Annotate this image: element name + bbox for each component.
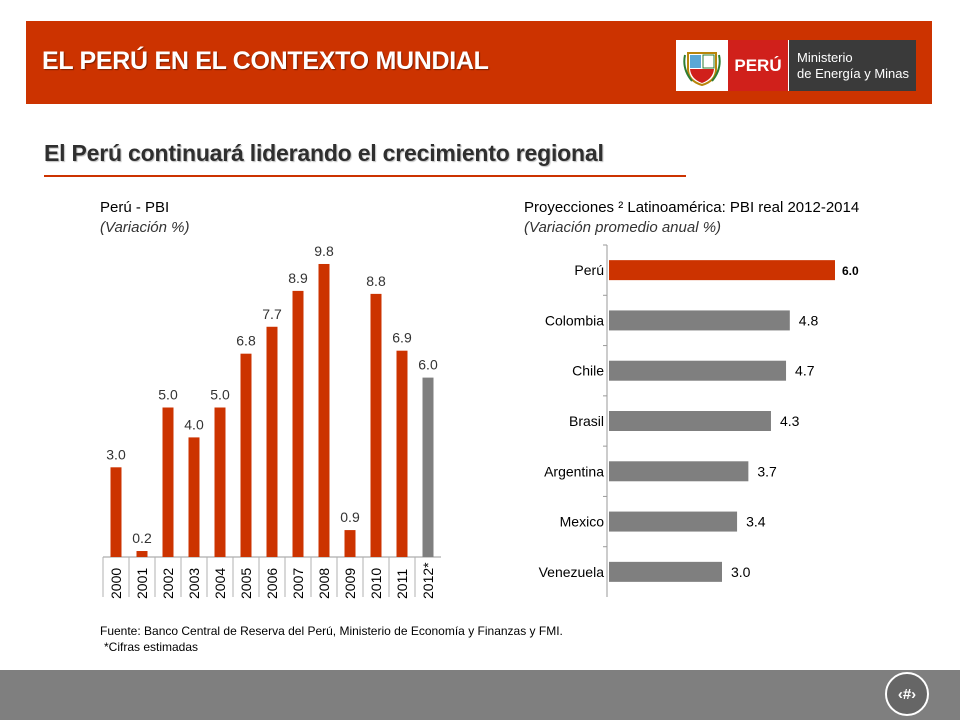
value-label-Colombia: 4.8 — [799, 312, 819, 328]
value-label-2008: 9.8 — [314, 243, 334, 259]
ministry-logo: PERÚ Ministerio de Energía y Minas — [676, 40, 916, 91]
x-tick-label-2001: 2001 — [134, 568, 150, 599]
bar-Argentina — [609, 461, 749, 482]
bar-2005 — [240, 353, 252, 557]
value-label-2006: 7.7 — [262, 306, 282, 322]
value-label-2000: 3.0 — [106, 446, 126, 462]
bar-Chile — [609, 360, 787, 381]
bar-Venezuela — [609, 561, 722, 582]
x-tick-label-2007: 2007 — [290, 568, 306, 599]
value-label-2009: 0.9 — [340, 509, 360, 525]
bar-2007 — [292, 290, 304, 557]
value-label-2010: 8.8 — [366, 273, 386, 289]
footer-bar — [0, 670, 960, 720]
bar-2011 — [396, 350, 408, 557]
value-label-2011: 6.9 — [392, 330, 412, 346]
logo-ministry-line1: Ministerio — [797, 49, 853, 65]
value-label-2004: 5.0 — [210, 387, 230, 403]
slide-subtitle: El Perú continuará liderando el crecimie… — [44, 140, 604, 166]
chart2-subtitle: (Variación promedio anual %) — [524, 219, 722, 236]
logo-country: PERÚ — [728, 40, 788, 91]
bar-2008 — [318, 263, 330, 557]
category-label-Colombia: Colombia — [545, 312, 604, 328]
bar-Colombia — [609, 310, 790, 331]
x-tick-label-2009: 2009 — [342, 568, 358, 599]
category-label-Argentina: Argentina — [544, 463, 604, 479]
logo-ministry: Ministerio de Energía y Minas — [788, 40, 916, 91]
bar-Perú — [609, 260, 835, 281]
subtitle-underline — [44, 175, 686, 177]
chart1-title: Perú - PBI — [100, 199, 170, 216]
x-tick-label-2006: 2006 — [264, 568, 280, 599]
value-label-Brasil: 4.3 — [780, 413, 800, 429]
category-label-Venezuela: Venezuela — [539, 564, 605, 580]
category-label-Mexico: Mexico — [560, 514, 605, 530]
bar-2012* — [422, 377, 434, 557]
x-tick-label-2011: 2011 — [394, 569, 410, 599]
bar-2006 — [266, 326, 278, 557]
value-label-Mexico: 3.4 — [746, 514, 766, 530]
value-label-2007: 8.9 — [288, 270, 308, 286]
value-label-Argentina: 3.7 — [757, 463, 777, 479]
bar-2010 — [370, 293, 382, 557]
value-label-2001: 0.2 — [132, 530, 152, 546]
x-tick-label-2005: 2005 — [238, 568, 254, 599]
estimate-note: *Cifras estimadas — [104, 640, 199, 654]
x-tick-label-2002: 2002 — [160, 568, 176, 599]
bar-Mexico — [609, 511, 738, 532]
bar-2000 — [110, 467, 122, 557]
value-label-Perú: 6.0 — [842, 264, 859, 278]
value-label-2005: 6.8 — [236, 333, 256, 349]
bar-2004 — [214, 407, 226, 557]
bar-Brasil — [609, 411, 771, 431]
source-note: Fuente: Banco Central de Reserva del Per… — [100, 624, 563, 638]
category-label-Chile: Chile — [572, 363, 604, 379]
bar-2002 — [162, 407, 174, 557]
x-tick-label-2000: 2000 — [108, 568, 124, 599]
value-label-2012*: 6.0 — [418, 357, 438, 373]
header-bar: EL PERÚ EN EL CONTEXTO MUNDIAL PERÚ Mini… — [26, 21, 932, 104]
page-number: ‹#› — [885, 672, 929, 716]
bar-2003 — [188, 437, 200, 557]
category-label-Brasil: Brasil — [569, 413, 604, 429]
value-label-Venezuela: 3.0 — [731, 564, 751, 580]
coat-of-arms-icon — [676, 40, 728, 91]
x-tick-label-2003: 2003 — [186, 568, 202, 599]
value-label-Chile: 4.7 — [795, 363, 815, 379]
chart1-subtitle: (Variación %) — [100, 219, 190, 236]
bar-2009 — [344, 530, 356, 557]
value-label-2002: 5.0 — [158, 387, 178, 403]
header-title: EL PERÚ EN EL CONTEXTO MUNDIAL — [42, 47, 489, 75]
category-label-Perú: Perú — [574, 262, 604, 278]
x-tick-label-2008: 2008 — [316, 568, 332, 599]
x-tick-label-2012*: 2012* — [420, 562, 436, 599]
bar-2001 — [136, 551, 148, 557]
logo-ministry-line2: de Energía y Minas — [797, 65, 910, 81]
x-tick-label-2010: 2010 — [368, 568, 384, 599]
x-tick-label-2004: 2004 — [212, 568, 228, 599]
value-label-2003: 4.0 — [184, 416, 204, 432]
chart2-title: Proyecciones ² Latinoamérica: PBI real 2… — [524, 199, 860, 216]
